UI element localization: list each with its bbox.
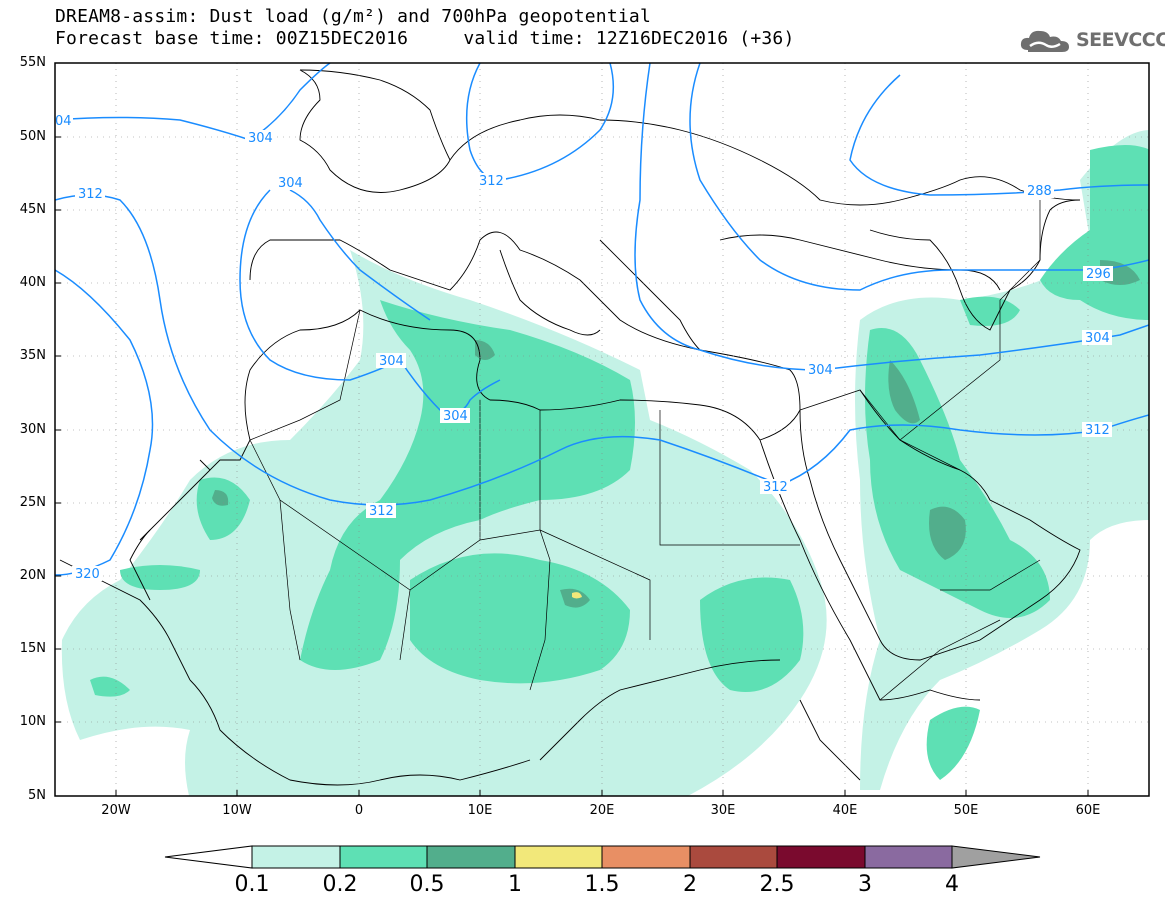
contour-label: 304 <box>443 409 468 424</box>
title-line-2: Forecast base time: 00Z15DEC2016 valid t… <box>55 28 794 49</box>
colorbar-label: 0.1 <box>234 872 270 897</box>
seevccc-logo: SEEVCCC <box>1018 26 1165 56</box>
lat-label: 20N <box>19 568 46 583</box>
cloud-icon <box>1020 30 1069 52</box>
colorbar <box>164 845 1041 869</box>
lon-label: 60E <box>1075 803 1101 818</box>
colorbar-label: 2.5 <box>759 872 795 897</box>
colorbar-label: 3 <box>858 872 872 897</box>
lat-label: 5N <box>28 788 46 803</box>
lat-label: 10N <box>19 714 46 729</box>
lon-label: 50E <box>953 803 979 818</box>
lon-label: 30E <box>710 803 736 818</box>
contour-label: 304 <box>379 354 404 369</box>
lat-label: 50N <box>19 129 46 144</box>
lat-label: 45N <box>19 202 46 217</box>
colorbar-segment <box>339 845 428 869</box>
axis-ticks <box>55 136 1089 796</box>
colorbar-segment <box>426 845 516 869</box>
valid-time: valid time: 12Z16DEC2016 (+36) <box>463 28 795 49</box>
contour-label: 312 <box>479 174 504 189</box>
lon-label: 20W <box>101 803 131 818</box>
lon-label: 20E <box>589 803 615 818</box>
colorbar-segment <box>251 845 341 869</box>
colorbar-label: 1.5 <box>584 872 620 897</box>
grid-lines <box>55 63 1149 796</box>
dust-level-1 <box>572 592 582 599</box>
coastlines <box>59 69 1081 786</box>
colorbar-label: 0.5 <box>409 872 445 897</box>
country-borders <box>249 200 1041 701</box>
colorbar-label: 0.2 <box>322 872 358 897</box>
contour-label: 288 <box>1027 184 1052 199</box>
contour-label: 04 <box>55 114 72 129</box>
lat-label: 30N <box>19 422 46 437</box>
lon-label: 40E <box>832 803 858 818</box>
colorbar-label: 4 <box>945 872 959 897</box>
contour-label: 304 <box>1085 331 1110 346</box>
contour-label: 296 <box>1086 267 1111 282</box>
contour-labels: 304 304 304 312 312 312 312 312 304 304 … <box>55 113 1113 582</box>
title-line-1: DREAM8-assim: Dust load (g/m²) and 700hP… <box>55 6 651 27</box>
contour-label: 312 <box>763 480 788 495</box>
logo-text: SEEVCCC <box>1076 29 1165 51</box>
colorbar-segment <box>689 845 778 869</box>
contour-label: 312 <box>1085 423 1110 438</box>
dust-level-0-2 <box>90 145 1149 780</box>
contour-label: 320 <box>75 567 100 582</box>
contour-label: 312 <box>78 187 103 202</box>
contour-label: 304 <box>808 363 833 378</box>
lon-label: 10E <box>467 803 493 818</box>
lat-label: 15N <box>19 641 46 656</box>
lat-label: 25N <box>19 495 46 510</box>
base-time: Forecast base time: 00Z15DEC2016 <box>55 28 409 49</box>
lon-label: 0 <box>354 803 364 818</box>
colorbar-label: 2 <box>683 872 697 897</box>
contour-label: 304 <box>248 131 273 146</box>
colorbar-segment-over <box>951 845 1041 869</box>
geopotential-contours <box>55 63 1149 576</box>
colorbar-segment-under <box>164 845 253 869</box>
lat-label: 40N <box>19 275 46 290</box>
contour-label: 312 <box>369 504 394 519</box>
contour-label: 304 <box>278 176 303 191</box>
colorbar-segment <box>514 845 603 869</box>
lon-label: 10W <box>222 803 252 818</box>
colorbar-segment <box>601 845 691 869</box>
lat-label: 35N <box>19 348 46 363</box>
colorbar-label: 1 <box>508 872 522 897</box>
colorbar-segment <box>776 845 866 869</box>
lat-label: 55N <box>19 55 46 70</box>
colorbar-segment <box>864 845 953 869</box>
